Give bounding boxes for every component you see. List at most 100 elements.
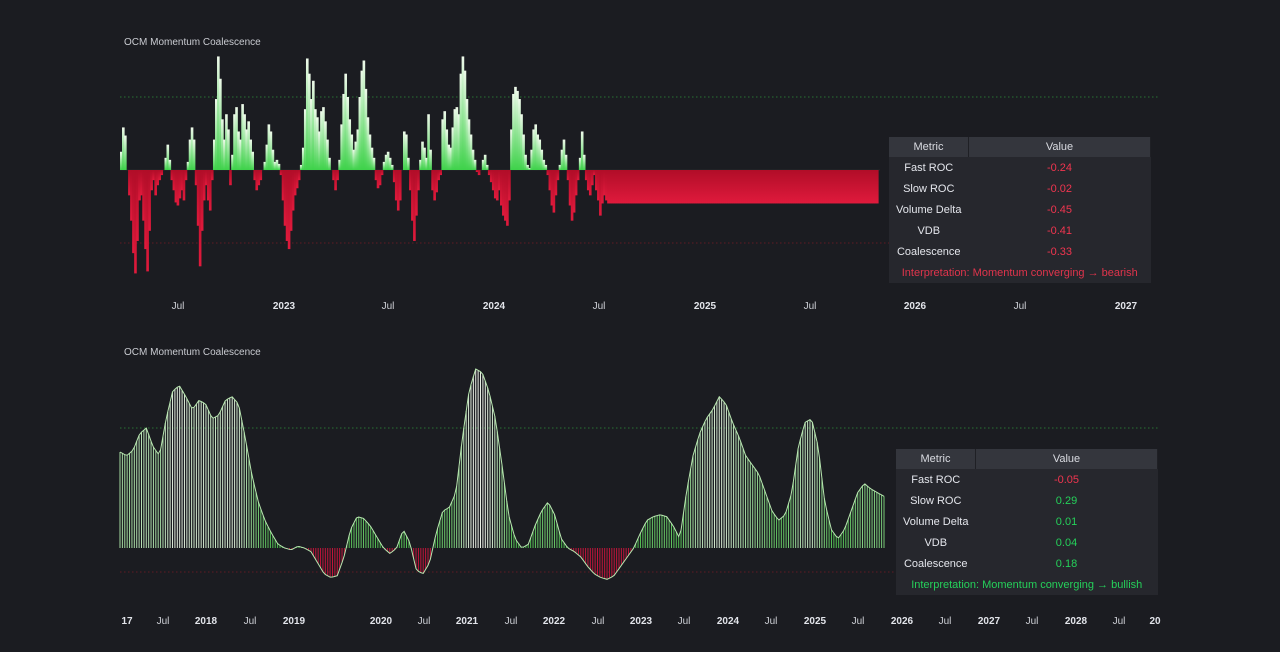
- negative-bar: [799, 170, 802, 204]
- positive-bar: [324, 121, 327, 170]
- metric-value: 0.01: [1055, 515, 1078, 528]
- table-row: Fast ROC -0.24: [889, 157, 1151, 178]
- negative-bar: [392, 170, 396, 183]
- positive-bar: [560, 149, 564, 170]
- positive-bar: [402, 131, 406, 170]
- negative-bar: [706, 170, 709, 204]
- negative-bar: [819, 170, 823, 204]
- x-tick-label: Jul: [593, 301, 606, 312]
- x-tick-label: Jul: [1014, 301, 1027, 312]
- positive-bar: [540, 149, 544, 170]
- positive-bar: [485, 164, 489, 170]
- negative-bar: [487, 170, 491, 176]
- positive-bar: [510, 129, 513, 170]
- negative-bar: [550, 170, 554, 206]
- table-row: Coalescence 0.18: [896, 553, 1158, 574]
- positive-bar: [356, 129, 360, 170]
- negative-bar: [677, 170, 681, 204]
- negative-bar: [475, 170, 479, 173]
- negative-bar: [801, 170, 804, 204]
- positive-bar: [225, 114, 228, 170]
- positive-bar: [372, 157, 376, 170]
- negative-bar: [829, 170, 833, 204]
- negative-bar: [609, 170, 612, 204]
- negative-bar: [671, 170, 675, 204]
- negative-bar: [847, 170, 851, 204]
- negative-bar: [144, 170, 147, 250]
- negative-bar: [742, 170, 746, 204]
- x-tick-label: 20: [1149, 616, 1161, 627]
- x-tick-label: Jul: [765, 616, 778, 627]
- negative-bar: [714, 170, 717, 204]
- negative-bar: [843, 170, 847, 204]
- table-row: Volume Delta -0.45: [889, 199, 1151, 220]
- negative-bar: [498, 170, 501, 191]
- positive-bar: [249, 139, 252, 170]
- negative-bar: [768, 170, 772, 204]
- positive-bar: [269, 131, 273, 170]
- positive-bar: [532, 129, 535, 170]
- negative-bar: [700, 170, 703, 204]
- negative-bar: [756, 170, 760, 204]
- positive-bar: [299, 164, 303, 170]
- positive-bar: [445, 129, 449, 170]
- negative-bar: [795, 170, 798, 204]
- positive-bar: [344, 73, 347, 170]
- positive-bar: [473, 159, 477, 170]
- negative-bar: [576, 170, 580, 181]
- negative-bar: [605, 170, 608, 201]
- negative-bar: [396, 170, 400, 211]
- negative-bar: [698, 170, 701, 204]
- positive-bar: [427, 114, 430, 170]
- metric-name: Fast ROC: [904, 161, 954, 174]
- positive-bar: [219, 78, 222, 170]
- negative-bar: [198, 170, 202, 267]
- x-tick-label: 2027: [1115, 301, 1138, 312]
- negative-bar: [811, 170, 814, 204]
- negative-bar: [174, 170, 178, 203]
- negative-bar: [859, 170, 863, 204]
- negative-bar: [570, 170, 574, 221]
- negative-bar: [681, 170, 685, 204]
- table-header-metric: Metric: [896, 449, 976, 469]
- x-tick-label: Jul: [1026, 616, 1039, 627]
- positive-bar: [267, 124, 271, 171]
- positive-bar: [168, 159, 172, 170]
- negative-bar: [821, 170, 825, 204]
- negative-bar: [740, 170, 744, 204]
- negative-bar: [253, 170, 257, 181]
- negative-bar: [588, 170, 592, 196]
- negative-bar: [726, 170, 730, 204]
- pane1-x-axis: Jul 2023 Jul 2024 Jul 2025 Jul 2026 Jul 2027: [172, 301, 1138, 312]
- negative-bar: [590, 170, 594, 186]
- positive-bar: [518, 99, 521, 170]
- negative-bar: [764, 170, 768, 204]
- negative-bar: [176, 170, 180, 206]
- negative-bar: [409, 170, 412, 191]
- positive-bar: [342, 93, 345, 170]
- positive-bar: [370, 147, 374, 170]
- negative-bar: [690, 170, 693, 204]
- negative-bar: [158, 170, 162, 181]
- positive-bar: [516, 90, 519, 170]
- metric-name: Coalescence: [896, 245, 961, 258]
- table-row: Interpretation: Momentum converging → bu…: [896, 574, 1158, 595]
- positive-bar: [120, 151, 123, 170]
- positive-bar: [457, 114, 461, 170]
- negative-bar: [150, 170, 153, 191]
- metric-value: -0.41: [1046, 224, 1073, 237]
- negative-bar: [374, 170, 378, 181]
- negative-bar: [708, 170, 711, 204]
- positive-bar: [235, 107, 238, 170]
- negative-bar: [629, 170, 633, 204]
- negative-bar: [679, 170, 683, 204]
- positive-bar: [265, 144, 269, 170]
- positive-bar: [190, 127, 194, 170]
- negative-bar: [712, 170, 715, 204]
- positive-bar: [582, 154, 586, 170]
- negative-bar: [853, 170, 857, 204]
- positive-bar: [483, 154, 487, 170]
- negative-bar: [738, 170, 742, 204]
- x-tick-label: Jul: [592, 616, 605, 627]
- positive-bar: [580, 131, 584, 170]
